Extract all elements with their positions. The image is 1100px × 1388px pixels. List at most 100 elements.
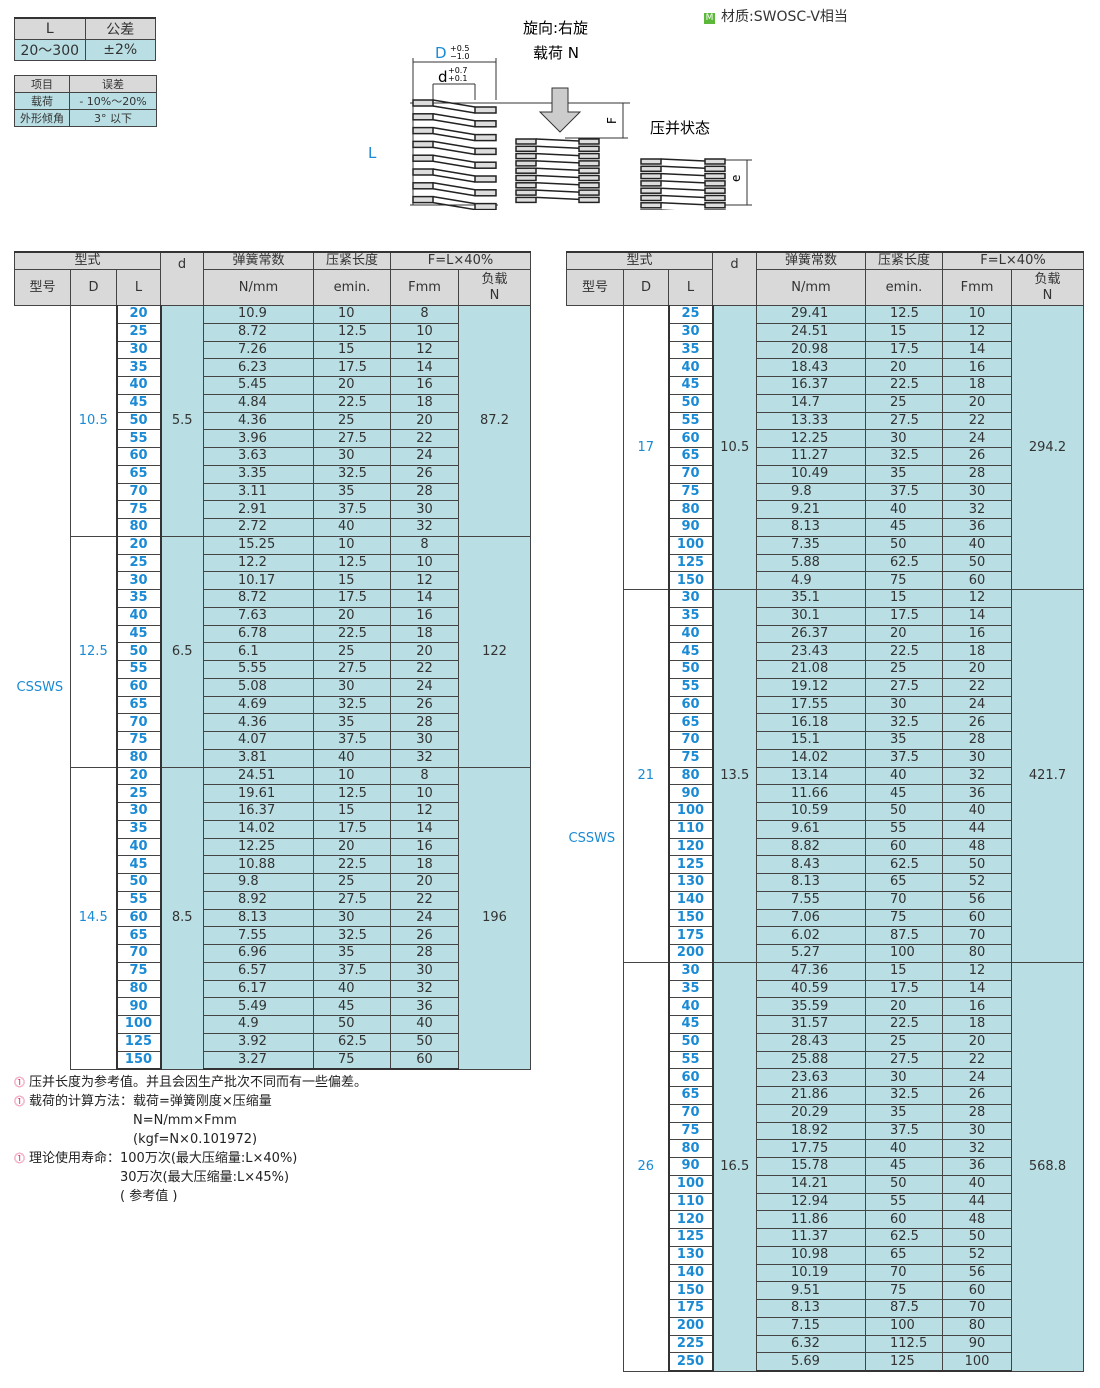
- table-row: 45 16.37 22.5 18: [567, 376, 1084, 395]
- note-text: 压并长度为参考值。并且会因生产批次不同而有一些偏差。: [29, 1075, 368, 1090]
- solid-length-cell: 20: [865, 358, 943, 377]
- spring-const-cell: 19.61: [203, 784, 314, 803]
- table-row: 75 4.07 37.5 30: [15, 731, 531, 750]
- F-cell: 10: [390, 784, 459, 803]
- L-cell: 110: [667, 1192, 714, 1212]
- L-cell: 200: [667, 944, 714, 963]
- table-row: 65 11.27 32.5 26: [567, 447, 1084, 466]
- L-cell: 60: [115, 677, 162, 697]
- table-row: 90 11.66 45 36: [567, 784, 1084, 803]
- solid-length-cell: 30: [313, 447, 391, 466]
- F-cell: 26: [390, 695, 459, 715]
- solid-length-cell: 27.5: [313, 660, 391, 679]
- solid-length-cell: 100: [865, 944, 943, 963]
- D-cell: 21: [623, 589, 669, 963]
- L-cell: 90: [115, 997, 162, 1016]
- header-load-label: 负载: [1034, 271, 1061, 287]
- F-cell: 10: [390, 322, 459, 342]
- header-F: F=L×40%: [942, 251, 1084, 270]
- F-cell: 80: [942, 1316, 1012, 1336]
- L-range: 20～300: [14, 39, 86, 61]
- d-label: d: [438, 68, 448, 86]
- L-cell: 70: [115, 944, 162, 963]
- table-row: 30 16.37 15 12: [15, 802, 531, 821]
- note-1: ⓵ 压并长度为参考值。并且会因生产批次不同而有一些偏差。: [14, 1073, 367, 1092]
- F-cell: 32: [390, 518, 459, 537]
- L-cell: 75: [115, 731, 162, 750]
- spring-const-cell: 7.35: [756, 535, 866, 555]
- table-row: 75 18.92 37.5 30: [567, 1121, 1084, 1141]
- solid-length-cell: 27.5: [313, 890, 391, 910]
- table-row: 50 21.08 25 20: [567, 660, 1084, 679]
- table-row: 35 6.23 17.5 14: [15, 358, 531, 377]
- L-cell: 100: [667, 802, 714, 821]
- spring-const-cell: 3.27: [203, 1050, 314, 1071]
- spring-const-cell: 26.37: [756, 624, 866, 644]
- F-cell: 16: [942, 358, 1012, 377]
- D-cell: 17: [623, 305, 669, 590]
- L-cell: 120: [667, 1210, 714, 1229]
- L-cell: 140: [667, 1263, 714, 1283]
- L-cell: 60: [115, 908, 162, 928]
- F-cell: 32: [390, 748, 459, 768]
- table-row: 50 28.43 25 20: [567, 1032, 1084, 1052]
- solid-length-cell: 87.5: [865, 926, 943, 945]
- spring-const-cell: 15.1: [756, 731, 866, 750]
- L-cell: 50: [115, 642, 162, 661]
- F-cell: 22: [390, 429, 459, 448]
- L-cell: 125: [115, 1032, 162, 1052]
- load-cell: 87.2: [458, 305, 531, 537]
- spring-const-cell: 12.25: [203, 837, 314, 857]
- spring-const-cell: 5.49: [203, 997, 314, 1016]
- spring-const-cell: 4.9: [203, 1015, 314, 1034]
- L-cell: 25: [115, 553, 162, 573]
- F-cell: 30: [390, 961, 459, 981]
- spring-const-cell: 6.57: [203, 961, 314, 981]
- table-row: 70 4.36 35 28: [15, 713, 531, 732]
- spring-const-cell: 13.14: [756, 766, 866, 786]
- L-cell: 55: [115, 890, 162, 910]
- F-cell: 32: [942, 1139, 1012, 1158]
- header-solid-length: 压紧长度: [313, 251, 391, 270]
- solid-length-cell: 32.5: [865, 713, 943, 732]
- header-error: 误差: [69, 75, 157, 93]
- L-cell: 90: [667, 1157, 714, 1176]
- F-cell: 80: [942, 944, 1012, 963]
- table-row: 50 9.8 25 20: [15, 873, 531, 892]
- F-cell: 8: [390, 766, 459, 786]
- F-cell: 30: [942, 482, 1012, 502]
- spring-const-cell: 9.8: [756, 482, 866, 502]
- table-row: 55 13.33 27.5 22: [567, 411, 1084, 431]
- L-cell: 35: [667, 606, 714, 626]
- spring-const-cell: 23.63: [756, 1068, 866, 1087]
- table-row: 45 31.57 22.5 18: [567, 1015, 1084, 1034]
- F-cell: 10: [390, 553, 459, 573]
- table-row: 90 8.13 45 36: [567, 518, 1084, 537]
- F-cell: 56: [942, 890, 1012, 910]
- solid-length-cell: 25: [865, 660, 943, 679]
- table-row: 150 9.51 75 60: [567, 1281, 1084, 1300]
- F-cell: 50: [942, 855, 1012, 874]
- table-row: 55 19.12 27.5 22: [567, 677, 1084, 697]
- L-cell: 225: [667, 1334, 714, 1354]
- L-cell: 25: [667, 305, 714, 324]
- table-row: 25 12.2 12.5 10: [15, 553, 531, 573]
- header-load-unit: N: [489, 287, 500, 303]
- solid-length-cell: 15: [865, 589, 943, 608]
- solid-length-cell: 22.5: [313, 855, 391, 874]
- F-cell: 20: [942, 660, 1012, 679]
- table-row: 40 7.63 20 16: [15, 606, 531, 626]
- error-load: - 10%～20%: [69, 92, 157, 110]
- table-row: 80 3.81 40 32: [15, 748, 531, 768]
- solid-length-cell: 45: [865, 518, 943, 537]
- spring-const-cell: 40.59: [756, 979, 866, 999]
- solid-length-cell: 25: [865, 1032, 943, 1052]
- F-cell: 18: [390, 624, 459, 644]
- L-cell: 100: [667, 535, 714, 555]
- L-cell: 100: [667, 1174, 714, 1194]
- header-F-unit: Fmm: [390, 269, 459, 306]
- solid-length-cell: 50: [313, 1015, 391, 1034]
- table-row: 50 4.36 25 20: [15, 411, 531, 431]
- L-cell: 120: [667, 837, 714, 857]
- solid-length-cell: 60: [865, 1210, 943, 1229]
